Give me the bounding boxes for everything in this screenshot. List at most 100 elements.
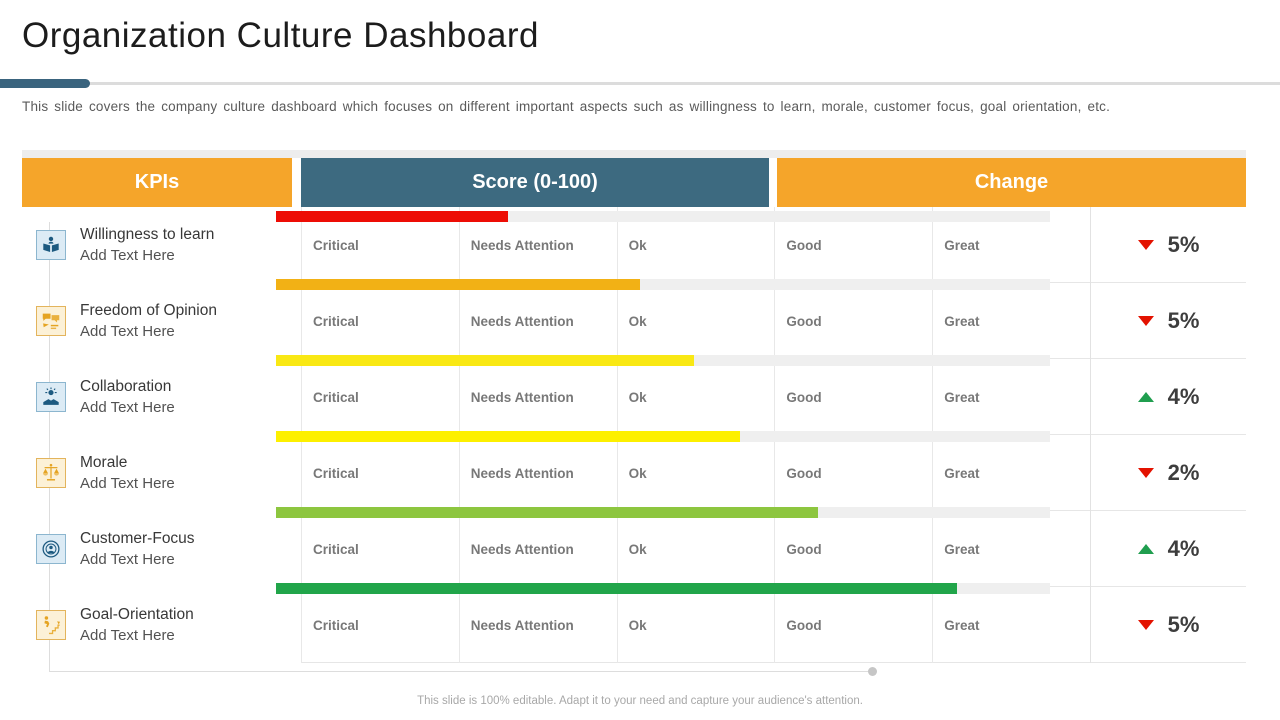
scale-label-ok: Ok [616,359,775,435]
kpi-text: Willingness to learn Add Text Here [80,226,214,264]
change-cell: 2% [1090,435,1246,511]
score-bar-track [276,507,1050,518]
decrease-triangle-icon [1137,620,1154,630]
scale-label-ok: Ok [616,283,775,359]
increase-triangle-icon [1137,544,1154,554]
scale-label-needs-attention: Needs Attention [458,511,617,587]
column-header-score: Score (0-100) [301,158,769,207]
score-bar-fill [276,507,818,518]
increase-triangle-icon [1137,392,1154,402]
score-bar-track [276,211,1050,222]
scale-label-ok: Ok [616,587,775,663]
score-bar-fill [276,431,740,442]
kpi-subtext: Add Text Here [80,323,175,340]
scale-label-great: Great [932,511,1090,587]
scale-label-great: Great [932,283,1090,359]
kpi-subtext: Add Text Here [80,247,175,264]
scale-label-needs-attention: Needs Attention [458,435,617,511]
scale-label-needs-attention: Needs Attention [458,587,617,663]
table-header-backing-strip [22,150,1246,158]
title-divider-accent [0,79,90,88]
kpi-name: Morale [80,454,128,471]
kpi-subtext: Add Text Here [80,399,175,416]
scale-label-great: Great [932,435,1090,511]
scale-label-great: Great [932,207,1090,283]
kpi-name: Customer-Focus [80,530,195,547]
decrease-triangle-icon [1137,316,1154,326]
kpi-cell: Customer-Focus Add Text Here [22,511,301,587]
kpi-subtext: Add Text Here [80,551,175,568]
kpi-text: Goal-Orientation Add Text Here [80,606,194,644]
scale-label-good: Good [774,435,932,511]
decrease-triangle-icon [1137,468,1154,478]
change-cell: 5% [1090,207,1246,283]
person-climbing-goal-icon [36,610,66,640]
score-bar-fill [276,211,508,222]
kpi-name: Goal-Orientation [80,606,194,623]
kpi-cell: Morale Add Text Here [22,435,301,511]
scale-label-critical: Critical [301,435,459,511]
scale-label-ok: Ok [616,511,775,587]
change-cell: 5% [1090,587,1246,663]
balance-scale-icon [36,458,66,488]
change-value: 5% [1167,232,1200,257]
kpi-connector-vertical-line [49,222,50,672]
scale-label-good: Good [774,207,932,283]
hands-together-icon [36,382,66,412]
scale-label-critical: Critical [301,207,459,283]
score-bar-track [276,355,1050,366]
change-value: 5% [1167,308,1200,333]
scale-label-good: Good [774,511,932,587]
kpi-name: Collaboration [80,378,172,395]
kpi-cell: Willingness to learn Add Text Here [22,207,301,283]
kpi-text: Collaboration Add Text Here [80,378,175,416]
table-body: Willingness to learn Add Text Here Criti… [22,207,1246,663]
kpi-row-5: Customer-Focus Add Text Here Critical Nee… [22,507,1246,587]
scale-label-critical: Critical [301,587,459,663]
score-bar-track [276,279,1050,290]
scale-label-critical: Critical [301,283,459,359]
kpi-row-3: Collaboration Add Text Here Critical Need… [22,355,1246,435]
scale-label-needs-attention: Needs Attention [458,283,617,359]
target-person-icon [36,534,66,564]
kpi-row-1: Willingness to learn Add Text Here Criti… [22,207,1246,283]
kpi-subtext: Add Text Here [80,627,175,644]
kpi-text: Freedom of Opinion Add Text Here [80,302,217,340]
change-value: 2% [1167,460,1200,485]
scale-label-ok: Ok [616,435,775,511]
scale-label-critical: Critical [301,511,459,587]
kpi-name: Freedom of Opinion [80,302,217,319]
person-reading-book-icon [36,230,66,260]
score-bar-fill [276,279,640,290]
scale-label-needs-attention: Needs Attention [458,207,617,283]
kpi-cell: Collaboration Add Text Here [22,359,301,435]
kpi-subtext: Add Text Here [80,475,175,492]
scale-label-great: Great [932,587,1090,663]
kpi-row-2: Freedom of Opinion Add Text Here Critica… [22,279,1246,359]
score-bar-track [276,431,1050,442]
score-bar-fill [276,583,957,594]
footer-note: This slide is 100% editable. Adapt it to… [417,695,863,707]
change-cell: 5% [1090,283,1246,359]
scale-label-ok: Ok [616,207,775,283]
page-title: Organization Culture Dashboard [22,16,539,55]
kpi-text: Customer-Focus Add Text Here [80,530,195,568]
column-header-kpis: KPIs [22,158,292,207]
kpi-row-4: Morale Add Text Here Critical Needs Atten… [22,431,1246,511]
connector-end-dot [868,667,877,676]
scale-label-good: Good [774,359,932,435]
title-divider-line [0,82,1280,85]
decrease-triangle-icon [1137,240,1154,250]
kpi-cell: Goal-Orientation Add Text Here [22,587,301,663]
kpi-row-6: Goal-Orientation Add Text Here Critical N… [22,583,1246,663]
change-value: 5% [1167,612,1200,637]
kpi-text: Morale Add Text Here [80,454,175,492]
row-divider [301,662,1246,663]
change-value: 4% [1167,384,1200,409]
scale-label-good: Good [774,283,932,359]
scale-label-critical: Critical [301,359,459,435]
discussion-chat-icon [36,306,66,336]
score-bar-track [276,583,1050,594]
slide-description: This slide covers the company culture da… [22,99,1111,114]
